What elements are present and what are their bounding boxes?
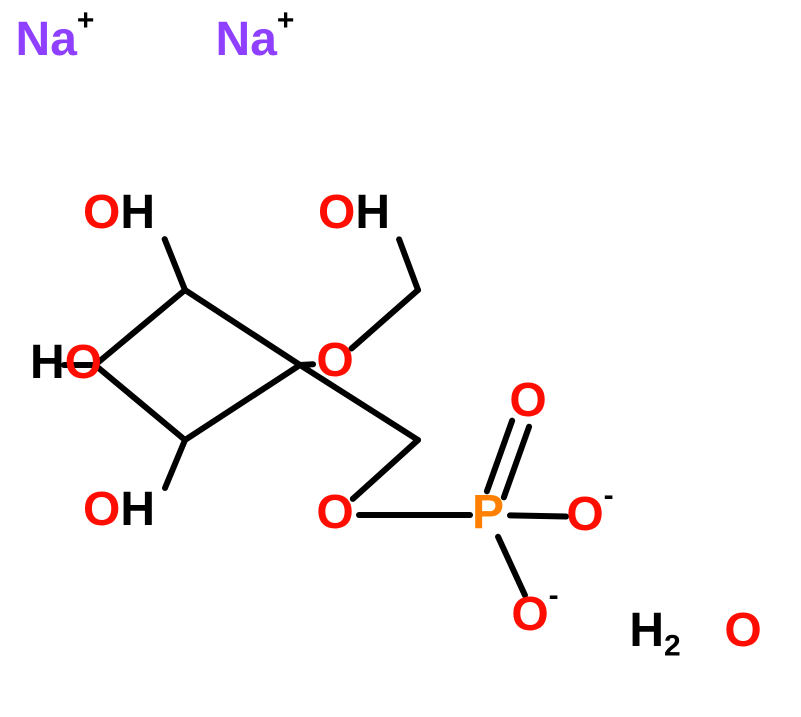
atom-O_dbl: O [509,374,546,427]
svg-text:O-: O- [566,479,613,541]
atom-H2O_r: O [724,604,761,657]
bond [95,365,185,440]
atom-O_m2: O- [511,579,558,641]
bond [498,537,525,595]
svg-text:O: O [316,486,353,539]
svg-text:P: P [472,486,504,539]
bond [165,239,185,290]
bond [185,290,300,365]
atom-P: P [472,486,504,539]
svg-text:Na+: Na+ [216,4,295,66]
bond [185,365,300,440]
bond [352,290,418,348]
svg-text:OH: OH [83,186,155,239]
svg-text:OH: OH [318,186,390,239]
svg-text:HO: HO [30,336,102,389]
atom-O_est: O [316,486,353,539]
bond [95,290,185,365]
atom-O_HO3: HO [30,336,102,389]
atom-Na1: Na+ [16,4,95,66]
atom-O_m1: O- [566,479,613,541]
svg-text:O: O [509,374,546,427]
bond [165,440,185,488]
svg-text:O: O [316,334,353,387]
atom-O_HO2: OH [318,186,390,239]
svg-text:O-: O- [511,579,558,641]
svg-text:O: O [724,604,761,657]
atom-O_HO4: OH [83,483,155,536]
molecule-canvas: Na+ Na+ OH OH HO O OH O P O O-O- H2 O [0,0,801,717]
svg-text:OH: OH [83,483,155,536]
svg-text:Na+: Na+ [16,4,95,66]
bond [399,239,418,290]
bond [510,515,566,516]
svg-text:H2: H2 [629,604,680,663]
atom-O_HO1: OH [83,186,155,239]
atom-Na2: Na+ [216,4,295,66]
atom-O_ring: O [316,334,353,387]
bond [353,440,418,499]
atom-H2O_l: H2 [629,604,680,663]
